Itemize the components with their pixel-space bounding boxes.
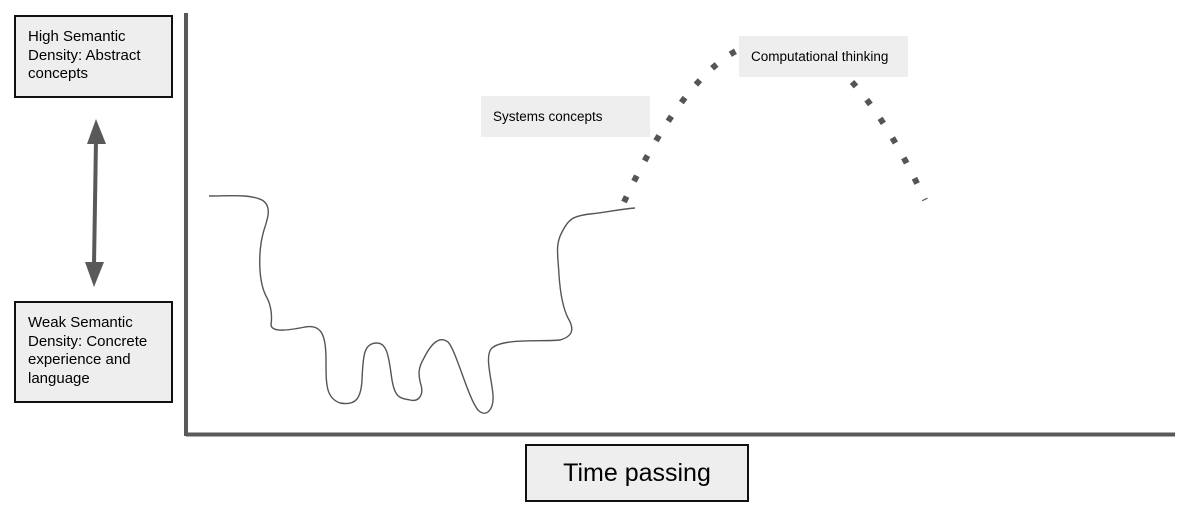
systems-concepts-text: Systems concepts — [493, 109, 603, 124]
high-semantic-density-box: High Semantic Density: Abstract concepts — [14, 15, 173, 98]
time-passing-label: Time passing — [563, 458, 711, 487]
double-arrow-icon — [85, 119, 106, 287]
weak-semantic-density-box: Weak Semantic Density: Concrete experien… — [14, 301, 173, 403]
time-passing-box: Time passing — [525, 444, 749, 502]
weak-semantic-density-label: Weak Semantic Density: Concrete experien… — [28, 314, 148, 387]
high-semantic-density-label: High Semantic Density: Abstract concepts — [28, 28, 141, 82]
systems-concepts-label: Systems concepts — [481, 96, 650, 137]
concrete-wavy-line — [208, 194, 636, 414]
computational-thinking-label: Computational thinking — [739, 36, 908, 77]
computational-thinking-text: Computational thinking — [751, 49, 889, 64]
